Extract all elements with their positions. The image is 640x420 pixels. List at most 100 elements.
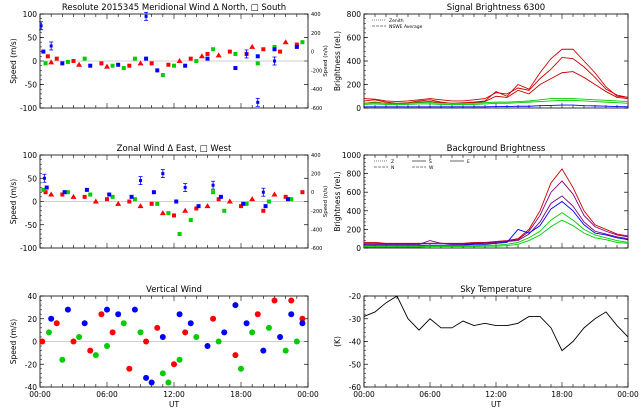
data-point-square	[166, 62, 171, 67]
legend-label: S	[429, 159, 432, 165]
data-point-triangle	[159, 210, 166, 216]
data-point-square	[194, 59, 199, 63]
legend-label: Zenith	[389, 18, 404, 24]
y-right-tick-label: 400	[311, 153, 321, 159]
series-line	[363, 99, 629, 105]
data-point-square	[278, 49, 283, 54]
data-point-square	[194, 206, 199, 211]
data-point-triangle	[92, 198, 99, 204]
data-point-circle	[293, 338, 300, 345]
series-line	[364, 180, 629, 245]
data-point-square	[149, 201, 154, 206]
x-tick-label: 06:00	[96, 390, 118, 399]
y-tick-label: -100	[20, 104, 37, 113]
data-point-square	[177, 232, 182, 237]
y-axis-label: Brightness (rel.)	[333, 31, 342, 91]
y-tick-label: 0	[356, 104, 361, 113]
chart-title: Sky Temperature	[460, 285, 532, 295]
x-tick-label: 18:00	[551, 390, 573, 399]
data-point-square	[255, 61, 260, 66]
x-tick-label: 00:00	[617, 390, 639, 399]
legend-label: NSWE Average	[389, 24, 423, 30]
data-point-circle	[131, 306, 138, 313]
data-point-square	[155, 201, 160, 206]
data-point-square	[43, 190, 48, 195]
data-point-square	[155, 68, 160, 73]
data-point-circle	[109, 329, 116, 336]
data-point-square	[272, 44, 277, 49]
y-tick-label: 0	[32, 57, 37, 66]
data-point-circle	[159, 370, 166, 377]
y-tick-label: -20	[349, 292, 361, 301]
data-point-circle	[277, 333, 284, 340]
data-point-square	[211, 47, 216, 52]
data-point-circle	[288, 311, 295, 318]
data-point-circle	[64, 306, 71, 313]
series-line	[364, 104, 629, 108]
data-point-square	[88, 192, 93, 197]
data-point-circle	[254, 311, 261, 318]
panel-vertical-wind: Vertical Wind 40 20 0 -20 -40 Speed (m/s) 00:00…	[9, 285, 319, 409]
data-point-square	[300, 190, 305, 195]
chart-title: Vertical Wind	[146, 285, 202, 295]
y-tick-label: -50	[349, 360, 361, 369]
data-point-circle	[210, 315, 217, 322]
data-point-circle	[148, 379, 155, 386]
y-tick-label: 40	[27, 292, 37, 301]
chart-title: Background Brightness	[447, 144, 546, 154]
data-point-circle	[299, 320, 306, 327]
data-point-circle	[243, 320, 250, 327]
data-point-triangle	[204, 203, 211, 209]
series-line	[364, 219, 629, 248]
data-point-square	[216, 197, 221, 202]
y-tick-label: 20	[27, 315, 37, 324]
y-tick-label: 800	[347, 170, 362, 179]
data-point-square	[283, 194, 288, 199]
data-point-square	[261, 208, 266, 213]
data-point-square	[121, 66, 126, 71]
data-point-errorbar	[261, 190, 265, 194]
data-point-square	[285, 197, 290, 202]
data-point-triangle	[48, 191, 55, 197]
y-right-tick-label: 0	[311, 190, 314, 196]
data-point-circle	[182, 329, 189, 336]
data-point-triangle	[115, 200, 122, 206]
data-point-triangle	[282, 39, 289, 45]
data-point-triangle	[176, 58, 183, 63]
data-point-circle	[232, 352, 239, 359]
data-point-square	[110, 194, 115, 199]
data-point-square	[205, 51, 210, 56]
data-point-square	[129, 194, 134, 199]
data-point-triangle	[48, 59, 55, 65]
data-point-square	[263, 204, 268, 209]
data-point-circle	[249, 329, 256, 336]
data-point-circle	[215, 338, 222, 345]
data-point-square	[227, 49, 232, 54]
data-point-square	[41, 49, 46, 54]
data-point-square	[82, 56, 87, 61]
data-point-square	[188, 218, 193, 223]
data-point-circle	[232, 302, 239, 309]
y-tick-label: 1000	[342, 151, 361, 160]
y-tick-label: 400	[347, 207, 362, 216]
y-right-tick-label: -400	[311, 87, 322, 93]
data-point-square	[65, 190, 70, 195]
data-point-square	[45, 54, 50, 59]
data-point-square	[241, 201, 246, 206]
data-point-square	[41, 187, 46, 192]
data-point-square	[82, 194, 87, 199]
data-point-errorbar	[144, 14, 148, 18]
panel-meridional-wind: Resolute 2015345 Meridional Wind Δ North…	[9, 3, 329, 113]
data-point-circle	[39, 338, 46, 345]
data-point-square	[172, 63, 176, 68]
plot-frame	[363, 154, 629, 249]
series-line	[363, 48, 629, 104]
y-tick-label: -40	[349, 338, 361, 347]
x-axis-label: UT	[169, 400, 179, 409]
data-point-circle	[104, 306, 110, 313]
data-point-circle	[48, 315, 55, 322]
data-point-square	[205, 56, 210, 61]
data-point-square	[266, 199, 271, 204]
data-point-circle	[193, 333, 200, 340]
chart-title: Resolute 2015345 Meridional Wind Δ North…	[62, 3, 286, 13]
